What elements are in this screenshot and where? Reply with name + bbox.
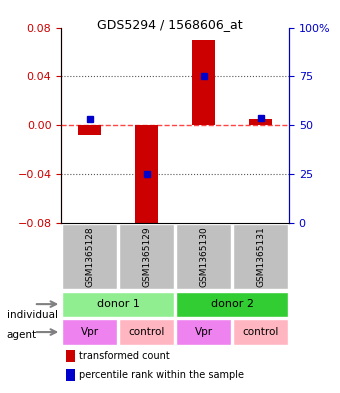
Text: donor 2: donor 2 (210, 299, 254, 309)
Text: GSM1365131: GSM1365131 (256, 226, 265, 287)
Text: control: control (242, 327, 279, 337)
Bar (66, 369, 75, 381)
Text: individual: individual (7, 310, 58, 320)
FancyBboxPatch shape (62, 292, 174, 317)
Bar (66, 350, 75, 362)
FancyBboxPatch shape (119, 320, 174, 345)
FancyBboxPatch shape (62, 224, 117, 290)
FancyBboxPatch shape (176, 224, 231, 290)
Text: Vpr: Vpr (81, 327, 99, 337)
FancyBboxPatch shape (119, 224, 174, 290)
Text: GSM1365128: GSM1365128 (85, 226, 94, 287)
Text: GSM1365130: GSM1365130 (199, 226, 208, 287)
Text: Vpr: Vpr (194, 327, 212, 337)
Text: percentile rank within the sample: percentile rank within the sample (80, 370, 244, 380)
Bar (192, 40, 215, 125)
FancyBboxPatch shape (176, 292, 288, 317)
FancyBboxPatch shape (233, 320, 288, 345)
FancyBboxPatch shape (233, 224, 288, 290)
FancyBboxPatch shape (176, 320, 231, 345)
Text: transformed count: transformed count (80, 351, 170, 361)
Bar (249, 119, 272, 125)
Bar (78, 125, 101, 135)
Bar (135, 125, 158, 229)
Text: agent: agent (7, 330, 37, 340)
Text: control: control (129, 327, 165, 337)
Text: GSM1365129: GSM1365129 (142, 226, 151, 287)
Text: donor 1: donor 1 (97, 299, 140, 309)
Text: GDS5294 / 1568606_at: GDS5294 / 1568606_at (97, 18, 243, 31)
FancyBboxPatch shape (62, 320, 117, 345)
